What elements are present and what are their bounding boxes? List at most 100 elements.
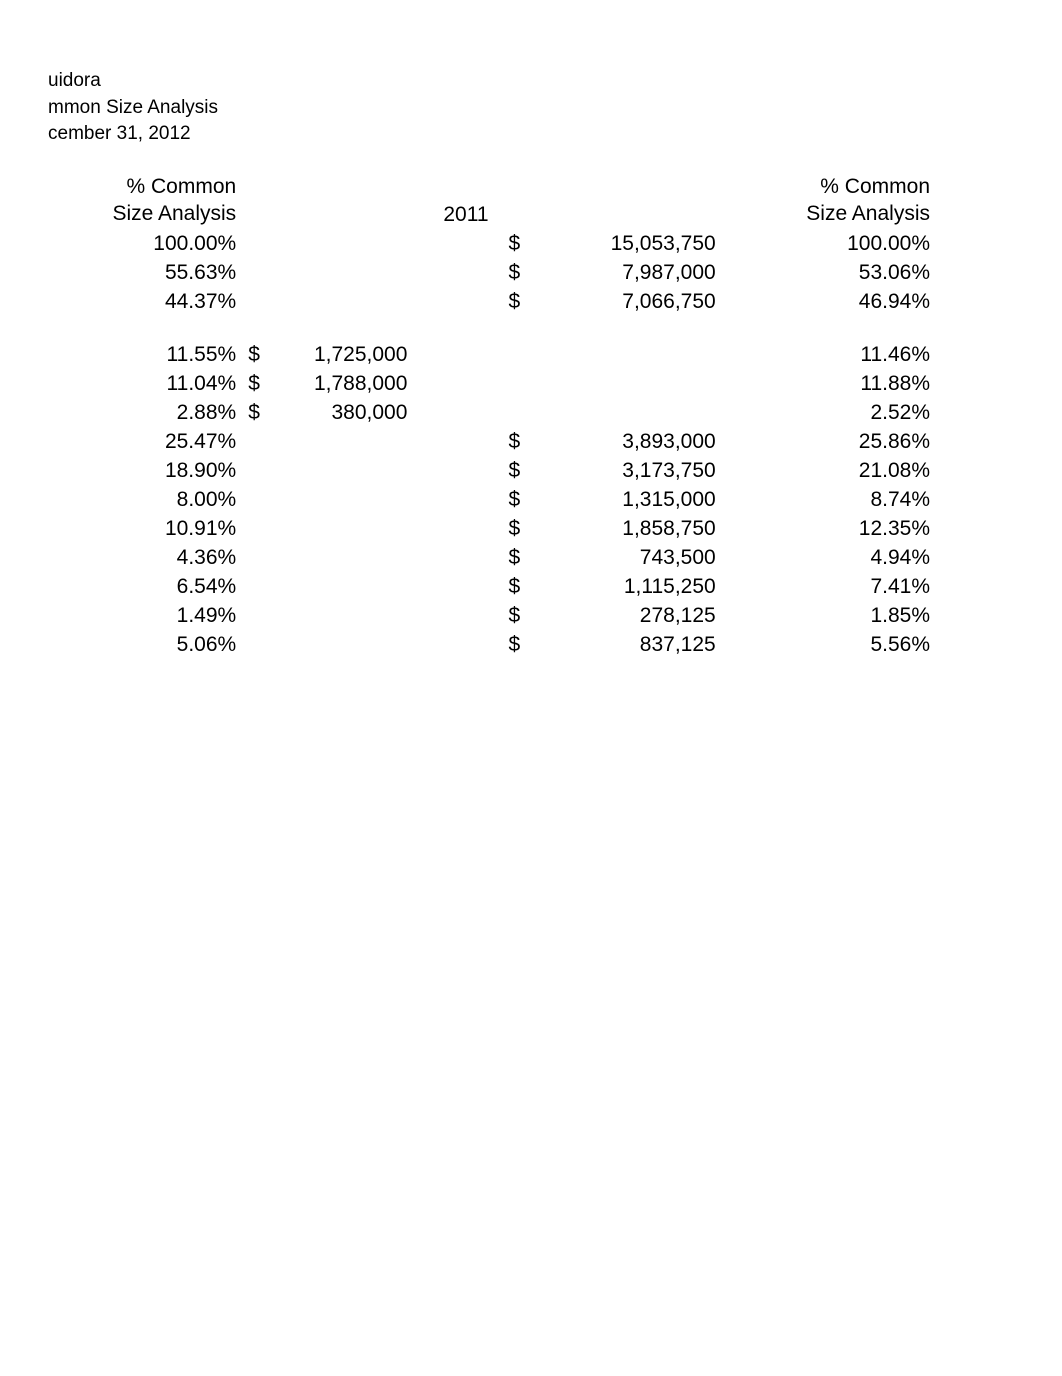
cell-dollar2 — [504, 341, 537, 370]
table-row: 11.04% $ 1,788,000 11.88% — [64, 370, 934, 399]
cell-pct2: 1.85% — [736, 602, 934, 631]
cell-val1 — [273, 515, 427, 544]
cell-pct1: 6.54% — [64, 573, 240, 602]
cell-dollar1 — [240, 288, 273, 317]
cell-val2: 837,125 — [538, 631, 736, 660]
cell-val1: 1,725,000 — [273, 341, 427, 370]
table-row: 10.91% $ 1,858,750 12.35% — [64, 515, 934, 544]
cell-year — [427, 573, 504, 602]
cell-pct1: 25.47% — [64, 428, 240, 457]
cell-val2: 278,125 — [538, 602, 736, 631]
cell-dollar1 — [240, 573, 273, 602]
cell-dollar1: $ — [240, 341, 273, 370]
cell-pct2: 12.35% — [736, 515, 934, 544]
cell-val2 — [538, 399, 736, 428]
table-row: 6.54% $ 1,115,250 7.41% — [64, 573, 934, 602]
table-row: 8.00% $ 1,315,000 8.74% — [64, 486, 934, 515]
column-header-pct-right: % Common Size Analysis — [736, 170, 934, 230]
cell-year — [427, 341, 504, 370]
cell-val1: 380,000 — [273, 399, 427, 428]
cell-year — [427, 631, 504, 660]
cell-dollar2 — [504, 399, 537, 428]
table-row: 11.55% $ 1,725,000 11.46% — [64, 341, 934, 370]
cell-year — [427, 486, 504, 515]
cell-dollar2: $ — [504, 631, 537, 660]
cell-dollar2: $ — [504, 457, 537, 486]
cell-val1 — [273, 486, 427, 515]
cell-dollar2 — [504, 370, 537, 399]
cell-dollar1 — [240, 457, 273, 486]
cell-val2 — [538, 341, 736, 370]
cell-val1 — [273, 631, 427, 660]
cell-year — [427, 399, 504, 428]
cell-pct1: 1.49% — [64, 602, 240, 631]
cell-dollar2: $ — [504, 602, 537, 631]
cell-pct2: 53.06% — [736, 259, 934, 288]
cell-pct2: 4.94% — [736, 544, 934, 573]
cell-pct2: 5.56% — [736, 631, 934, 660]
cell-dollar1 — [240, 544, 273, 573]
cell-dollar1 — [240, 428, 273, 457]
cell-val1 — [273, 259, 427, 288]
table-row: 55.63% $ 7,987,000 53.06% — [64, 259, 934, 288]
cell-val2: 1,115,250 — [538, 573, 736, 602]
cell-dollar1 — [240, 486, 273, 515]
cell-pct2: 11.46% — [736, 341, 934, 370]
cell-dollar1 — [240, 515, 273, 544]
cell-val1 — [273, 288, 427, 317]
cell-year — [427, 259, 504, 288]
cell-val1: 1,788,000 — [273, 370, 427, 399]
cell-val2: 3,173,750 — [538, 457, 736, 486]
cell-pct1: 5.06% — [64, 631, 240, 660]
header-line-3: cember 31, 2012 — [48, 121, 218, 148]
cell-year — [427, 230, 504, 259]
cell-pct2: 100.00% — [736, 230, 934, 259]
column-header-pct-left: % Common Size Analysis — [64, 170, 240, 230]
cell-pct2: 2.52% — [736, 399, 934, 428]
cell-dollar1 — [240, 602, 273, 631]
cell-dollar2: $ — [504, 515, 537, 544]
financial-table: % Common Size Analysis 2011 % Common Siz… — [64, 170, 934, 660]
cell-pct2: 25.86% — [736, 428, 934, 457]
cell-dollar1 — [240, 259, 273, 288]
pct-common-label-right: % Common — [820, 175, 930, 198]
table-header-row: % Common Size Analysis 2011 % Common Siz… — [64, 170, 934, 230]
cell-dollar2: $ — [504, 230, 537, 259]
cell-dollar1 — [240, 230, 273, 259]
cell-val1 — [273, 457, 427, 486]
cell-pct1: 10.91% — [64, 515, 240, 544]
header-line-1: uidora — [48, 68, 218, 95]
table-row: 100.00% $ 15,053,750 100.00% — [64, 230, 934, 259]
cell-pct2: 11.88% — [736, 370, 934, 399]
cell-pct1: 8.00% — [64, 486, 240, 515]
cell-dollar1: $ — [240, 399, 273, 428]
cell-val1 — [273, 602, 427, 631]
cell-val1 — [273, 428, 427, 457]
table-row: 44.37% $ 7,066,750 46.94% — [64, 288, 934, 317]
cell-year — [427, 515, 504, 544]
spacer-row — [64, 317, 934, 341]
cell-dollar2: $ — [504, 573, 537, 602]
cell-val2: 1,315,000 — [538, 486, 736, 515]
cell-year — [427, 457, 504, 486]
column-header-dollar2 — [504, 170, 537, 230]
cell-pct2: 46.94% — [736, 288, 934, 317]
cell-pct1: 55.63% — [64, 259, 240, 288]
cell-val2: 3,893,000 — [538, 428, 736, 457]
cell-pct2: 8.74% — [736, 486, 934, 515]
cell-pct1: 100.00% — [64, 230, 240, 259]
cell-val2: 15,053,750 — [538, 230, 736, 259]
cell-val2: 7,987,000 — [538, 259, 736, 288]
table-row: 1.49% $ 278,125 1.85% — [64, 602, 934, 631]
column-header-val1 — [273, 170, 427, 230]
size-analysis-label-left: Size Analysis — [112, 202, 236, 225]
cell-dollar1 — [240, 631, 273, 660]
cell-year — [427, 544, 504, 573]
cell-dollar2: $ — [504, 428, 537, 457]
table-row: 25.47% $ 3,893,000 25.86% — [64, 428, 934, 457]
cell-dollar2: $ — [504, 259, 537, 288]
cell-val1 — [273, 230, 427, 259]
size-analysis-label-right: Size Analysis — [806, 202, 930, 225]
cell-pct2: 7.41% — [736, 573, 934, 602]
pct-common-label-left: % Common — [126, 175, 236, 198]
